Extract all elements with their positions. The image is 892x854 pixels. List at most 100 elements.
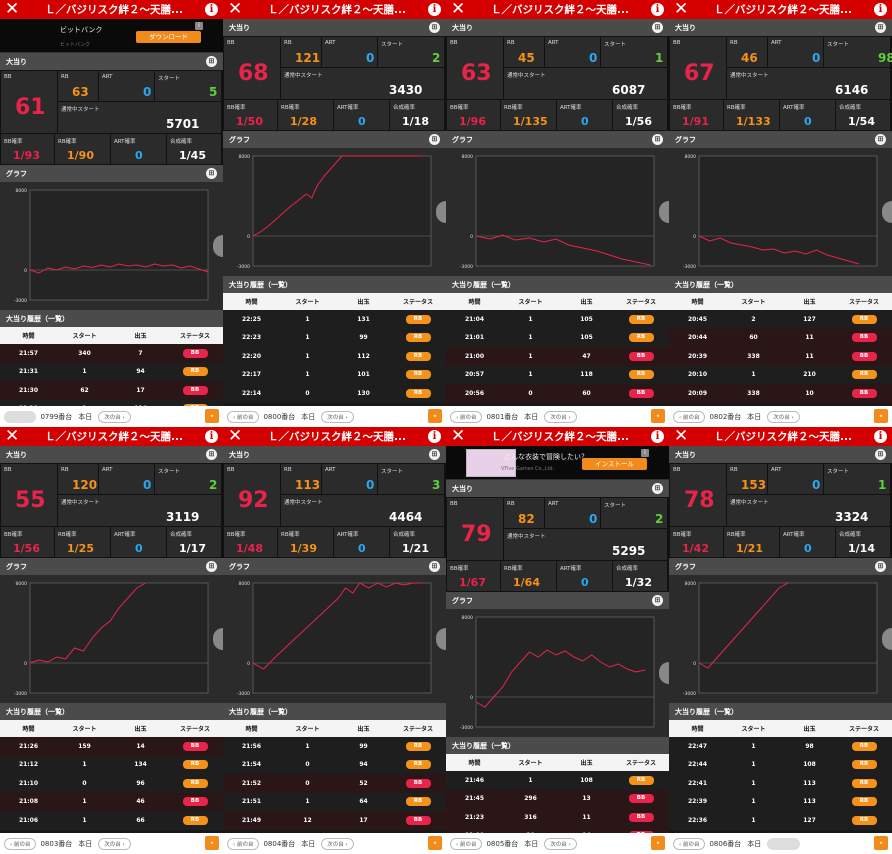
stats-grid: BB 68 RB 121 ART 0 スタート 2 通常中スタート 3430 BB確率 1/50 RB確…	[223, 36, 446, 131]
collapse-icon[interactable]: ⊞	[652, 483, 663, 494]
next-arrow-icon[interactable]	[882, 201, 892, 223]
prev-machine-button[interactable]: ‹ 前の台	[227, 837, 260, 850]
next-arrow-icon[interactable]	[213, 628, 223, 650]
collapse-icon[interactable]: ⊞	[429, 134, 440, 145]
collapse-icon[interactable]: ⊞	[652, 22, 663, 33]
close-icon[interactable]: ✕	[228, 0, 243, 19]
info-icon[interactable]: i	[874, 430, 887, 443]
favorite-icon[interactable]: ★	[428, 836, 442, 850]
stat-label: 合成確率	[393, 532, 416, 538]
stat-label: ART	[771, 40, 782, 46]
section-header-graph: グラフ ⊞	[0, 165, 223, 182]
collapse-icon[interactable]: ⊞	[206, 449, 217, 460]
ad-close-icon[interactable]: i	[641, 449, 649, 457]
info-icon[interactable]: i	[651, 430, 664, 443]
info-icon[interactable]: i	[205, 3, 218, 16]
stat-value: 1/135	[513, 115, 548, 128]
close-icon[interactable]: ✕	[5, 0, 20, 19]
info-icon[interactable]: i	[651, 3, 664, 16]
next-machine-button[interactable]: 次の台 ›	[321, 410, 354, 423]
stat-label: ART確率	[337, 532, 359, 538]
close-icon[interactable]: ✕	[674, 0, 689, 19]
collapse-icon[interactable]: ⊞	[429, 22, 440, 33]
next-arrow-icon[interactable]	[659, 201, 669, 223]
collapse-icon[interactable]: ⊞	[429, 561, 440, 572]
stat-label: ART確率	[783, 105, 805, 111]
close-icon[interactable]: ✕	[451, 427, 466, 446]
history-table: 時間 スタート 出玉 ステータス 21:56 1 99 RB 21:54 0 94 RB 21:52 0 5…	[223, 720, 446, 830]
favorite-icon[interactable]: ★	[205, 836, 219, 850]
prev-machine-button[interactable]: ‹ 前の台	[673, 410, 706, 423]
ad-cta-button[interactable]: ダウンロード	[136, 31, 201, 43]
close-icon[interactable]: ✕	[674, 427, 689, 446]
ad-close-icon[interactable]: i	[195, 22, 203, 30]
collapse-icon[interactable]: ⊞	[875, 449, 886, 460]
collapse-icon[interactable]: ⊞	[206, 561, 217, 572]
next-machine-button[interactable]: 次の台 ›	[544, 837, 577, 850]
prev-machine-button[interactable]: ‹ 前の台	[450, 837, 483, 850]
favorite-icon[interactable]: ★	[874, 836, 888, 850]
collapse-icon[interactable]: ⊞	[652, 134, 663, 145]
info-icon[interactable]: i	[428, 3, 441, 16]
collapse-icon[interactable]: ⊞	[206, 168, 217, 179]
next-machine-button[interactable]: 次の台 ›	[767, 410, 800, 423]
close-icon[interactable]: ✕	[451, 0, 466, 19]
stat-cell: RB確率 1/28	[278, 100, 333, 130]
stat-label: RB確率	[504, 105, 523, 111]
next-arrow-icon[interactable]	[213, 235, 223, 257]
stat-value: 1/45	[179, 149, 206, 162]
next-arrow-icon[interactable]	[436, 201, 446, 223]
next-machine-button[interactable]: 次の台 ›	[544, 410, 577, 423]
favorite-icon[interactable]: ★	[651, 836, 665, 850]
info-icon[interactable]: i	[205, 430, 218, 443]
today-label: 本日	[301, 839, 316, 848]
section-header-jackpot: 大当り ⊞	[446, 19, 669, 36]
footer-nav: ‹ 前の台 0801番台 本日 次の台 › ★	[446, 406, 669, 427]
table-row: 22:36 1 127 RB	[669, 811, 892, 830]
close-icon[interactable]: ✕	[5, 427, 20, 446]
next-arrow-icon[interactable]	[436, 628, 446, 650]
section-header-graph: グラフ ⊞	[669, 558, 892, 575]
favorite-icon[interactable]: ★	[205, 409, 219, 423]
status-badge: RB	[851, 760, 877, 770]
stat-cell: RB 153	[727, 464, 767, 494]
next-arrow-icon[interactable]	[659, 662, 669, 684]
stats-grid: BB 63 RB 45 ART 0 スタート 1 通常中スタート 6087 BB確率 1/96 RB確率…	[446, 36, 669, 131]
stat-label: スタート	[604, 503, 627, 509]
stat-value: 2	[655, 512, 664, 526]
collapse-icon[interactable]: ⊞	[875, 22, 886, 33]
next-machine-button[interactable]: 次の台 ›	[321, 837, 354, 850]
collapse-icon[interactable]: ⊞	[206, 56, 217, 67]
prev-machine-button[interactable]: ‹ 前の台	[673, 837, 706, 850]
stat-cell: ART確率 0	[111, 134, 166, 164]
table-row: 21:00 1 47 BB	[446, 347, 669, 366]
favorite-icon[interactable]: ★	[651, 409, 665, 423]
stat-cell: BB確率 1/93	[1, 134, 54, 164]
stat-cell: BB 68	[224, 37, 280, 99]
collapse-icon[interactable]: ⊞	[652, 595, 663, 606]
favorite-icon[interactable]: ★	[874, 409, 888, 423]
stat-label: スタート	[381, 469, 404, 475]
ad-banner[interactable]: ビットバンク ビットバンク ダウンロード i	[0, 19, 223, 53]
prev-machine-button[interactable]: ‹ 前の台	[4, 837, 37, 850]
y-tick-label: 8000	[685, 154, 697, 160]
close-icon[interactable]: ✕	[228, 427, 243, 446]
next-arrow-icon[interactable]	[882, 628, 892, 650]
y-tick-label: 8000	[16, 188, 28, 194]
prev-machine-button[interactable]: ‹ 前の台	[450, 410, 483, 423]
info-icon[interactable]: i	[428, 430, 441, 443]
collapse-icon[interactable]: ⊞	[429, 449, 440, 460]
info-icon[interactable]: i	[874, 3, 887, 16]
section-header-jackpot: 大当り ⊞	[669, 446, 892, 463]
collapse-icon[interactable]: ⊞	[875, 561, 886, 572]
ad-banner[interactable]: どんな衣装で冒険したい？ VFive Games Co.,Ltd. インストール i	[446, 446, 669, 480]
favorite-icon[interactable]: ★	[428, 409, 442, 423]
collapse-icon[interactable]: ⊞	[875, 134, 886, 145]
stat-label: BB	[450, 501, 458, 507]
next-machine-button[interactable]: 次の台 ›	[98, 410, 131, 423]
ad-cta-button[interactable]: インストール	[582, 458, 647, 470]
prev-machine-button[interactable]: ‹ 前の台	[227, 410, 260, 423]
next-machine-button[interactable]: 次の台 ›	[98, 837, 131, 850]
next-machine-button[interactable]: 次の台 ›	[767, 837, 800, 850]
prev-machine-button[interactable]: ‹ 前の台	[4, 410, 37, 423]
